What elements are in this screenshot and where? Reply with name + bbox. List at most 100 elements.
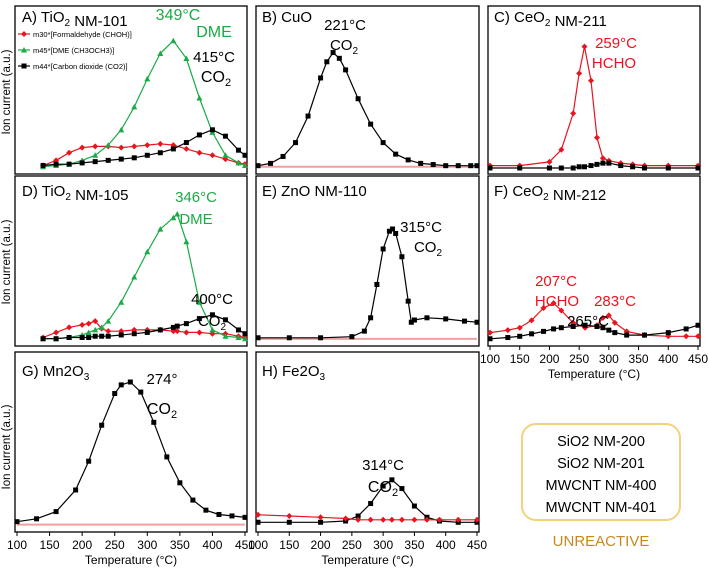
data-point (336, 55, 342, 61)
data-point (53, 329, 60, 336)
data-point (92, 152, 99, 158)
data-point (79, 160, 85, 166)
x-tick-label: 400 (436, 538, 456, 552)
peak-annotation: 315°C (400, 219, 442, 236)
data-point (151, 419, 157, 425)
data-point (393, 230, 399, 236)
panel-frame (14, 5, 248, 175)
unreactive-box-border (521, 423, 681, 521)
legend-label: m44*[Carbon dioxide (CO2)] (33, 62, 128, 71)
panel-c: C) CeO2 NM-211 259°C HCHO (487, 5, 701, 175)
data-point (418, 160, 424, 166)
data-point (196, 316, 202, 322)
data-point (40, 162, 46, 168)
data-point (505, 335, 511, 341)
data-point (570, 323, 576, 329)
data-point (487, 336, 493, 342)
data-point (368, 121, 374, 127)
data-point (606, 160, 612, 166)
data-point (600, 160, 606, 166)
panel-frame (487, 5, 701, 175)
data-point (642, 332, 648, 338)
data-point (399, 486, 405, 492)
data-point (474, 163, 480, 169)
data-point (642, 165, 648, 171)
x-tick-label: 450 (688, 352, 708, 366)
unreactive-item-4: MWCNT NM-401 (546, 500, 657, 516)
data-point (118, 144, 125, 151)
data-point (222, 317, 228, 323)
data-point (398, 516, 405, 523)
panel-frame (255, 5, 480, 175)
panel-f: 100 150 200 250 300 350 400 450 Temperature (°C)… (480, 175, 708, 381)
data-point (324, 59, 330, 65)
unreactive-item-2: SiO2 NM-201 (557, 456, 645, 472)
data-point (99, 422, 105, 428)
data-point (368, 501, 374, 507)
data-point (695, 333, 701, 340)
data-point (455, 163, 461, 169)
x-tick-label: 350 (170, 538, 190, 552)
data-point (170, 37, 177, 44)
peak-annotation: CO2 (198, 313, 227, 333)
data-point (85, 320, 92, 327)
data-point (293, 140, 299, 146)
peak-annotation: 346°C (175, 189, 217, 206)
panel-frame (255, 175, 480, 347)
data-point (53, 509, 59, 515)
panel-frame (255, 351, 480, 533)
data-point (430, 162, 436, 168)
data-point (305, 113, 311, 119)
data-point (408, 319, 414, 325)
data-point (174, 211, 181, 217)
data-point (144, 329, 150, 335)
data-point (118, 126, 125, 133)
data-point (118, 332, 124, 338)
data-point (517, 333, 523, 339)
data-point (665, 165, 671, 171)
data-point (196, 94, 203, 101)
data-point (183, 329, 190, 336)
data-point (92, 326, 99, 333)
data-point (529, 331, 535, 337)
data-point (222, 133, 228, 139)
peak-annotation: CO2 (368, 479, 398, 499)
data-point (118, 382, 124, 388)
data-point (318, 335, 324, 341)
x-tick-label: 250 (105, 538, 125, 552)
panel-title: F) CeO2 NM-212 (494, 183, 606, 204)
x-tick-label: 200 (311, 538, 331, 552)
panel-frame (14, 351, 248, 533)
peak-annotation: 221°C (324, 17, 366, 34)
data-point (105, 318, 112, 324)
data-point (374, 282, 380, 287)
peak-annotation: 207°C (535, 273, 577, 290)
data-point (393, 151, 399, 157)
data-point (455, 516, 462, 523)
data-point (255, 163, 261, 169)
peak-annotation: HCHO (592, 55, 636, 72)
x-tick-label: 450 (467, 538, 487, 552)
peak-annotation: 259°C (595, 35, 637, 52)
data-point (40, 336, 46, 342)
data-point (540, 305, 547, 312)
y-axis-label-middle: Ion current (a.u.) (1, 219, 13, 304)
panel-frame (14, 175, 248, 347)
panel-e: E) ZnO NM-110 315°C CO2 (255, 175, 480, 347)
data-point (127, 379, 133, 385)
data-point (474, 516, 480, 523)
data-point (209, 312, 215, 318)
data-point (581, 43, 588, 50)
x-tick-label: 400 (658, 352, 678, 366)
series-m44-carbon-dioxide-co2-line (43, 129, 246, 167)
data-point (517, 165, 523, 171)
data-point (174, 323, 180, 329)
data-point (79, 321, 86, 328)
data-point (683, 326, 689, 332)
x-tick-label: 100 (480, 352, 500, 366)
data-point (355, 516, 362, 523)
data-point (170, 146, 176, 152)
data-point (411, 516, 418, 523)
data-point (242, 331, 248, 337)
